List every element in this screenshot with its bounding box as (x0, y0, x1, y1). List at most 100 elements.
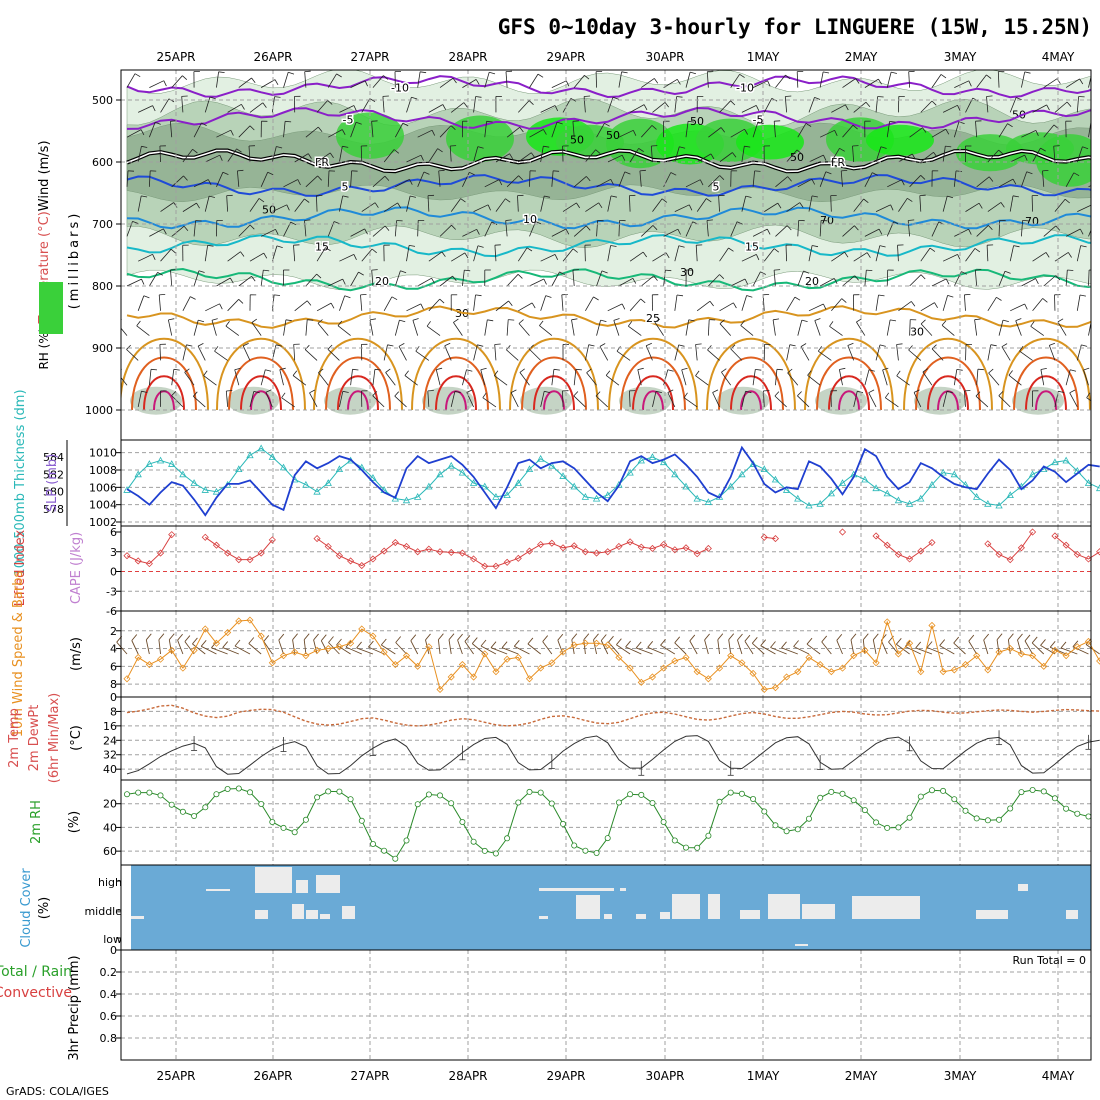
surface-barb-feather (457, 633, 463, 641)
surface-barb-feather (583, 633, 590, 640)
rh2m-point (694, 844, 701, 851)
wind-speed-point (738, 659, 746, 667)
wind-barb-staff (1048, 345, 1056, 361)
isotherm-label: 15 (745, 241, 759, 254)
lifted-index-point (648, 544, 657, 553)
wind-barb-staff (942, 104, 958, 113)
wind-barb-staff (394, 270, 401, 287)
wind-barb-feather (586, 368, 592, 374)
lifted-index-point (257, 549, 265, 557)
bottom-date-label: 29APR (546, 1069, 585, 1083)
wind-barb-feather (136, 320, 141, 327)
wind-barb-feather (249, 125, 255, 131)
bottom-date-label: 26APR (253, 1069, 292, 1083)
wind-barb-feather (333, 221, 340, 225)
wind-barb-feather (508, 319, 515, 321)
rh2m-point (705, 832, 712, 839)
wind-barb-staff (339, 254, 355, 262)
wind-barb-feather (571, 318, 578, 321)
wind-barb-staff (786, 344, 791, 361)
rh2m-point (235, 785, 242, 792)
wind-barb-staff (518, 100, 530, 113)
wind-barb-staff (696, 198, 707, 212)
wind-barb-staff (383, 149, 395, 163)
wind-barb-feather (961, 271, 967, 275)
wind-speed-point (816, 660, 824, 669)
wind-barb-staff (337, 325, 351, 336)
wind-barb-feather (896, 370, 901, 377)
wind-barb-staff (1076, 146, 1083, 163)
wind-barb-feather (141, 278, 145, 285)
wind-barb-feather (785, 74, 791, 80)
wind-barb-staff (730, 221, 738, 237)
thickness-point (592, 494, 601, 502)
slp-tick-label: 1010 (89, 447, 117, 460)
wind-barb-staff (406, 245, 410, 262)
wind-barb-feather (342, 278, 346, 285)
wind-barb-staff (216, 71, 219, 88)
wind-barb-feather (545, 295, 552, 298)
middle-cloud-box (660, 912, 670, 919)
tick-label: 500 (92, 94, 113, 107)
wind-barb-feather (183, 225, 189, 232)
wind-barb-staff (618, 220, 620, 237)
wind-barb-staff (204, 196, 210, 212)
wind-barb-staff (438, 170, 441, 187)
wind-barb-staff (763, 98, 773, 113)
wind-barb-staff (339, 146, 343, 163)
surface-barb-staff (905, 646, 921, 655)
wind-barb-feather (653, 78, 659, 84)
wind-barb-staff (618, 71, 622, 88)
surface-barb-feather (806, 637, 813, 645)
surface-barb-staff (145, 639, 150, 655)
wind-barb-staff (819, 220, 822, 237)
surface-barb-feather (717, 633, 724, 640)
rh2m-point (258, 801, 265, 808)
rh2m-point (716, 798, 723, 805)
thickness-axis-label: 1000-500mb Thickness (dm) (13, 389, 28, 576)
wind-barb-staff (663, 78, 678, 88)
wind-barb-feather (945, 128, 950, 135)
wind-barb-staff (339, 195, 344, 212)
wind-barb-staff (741, 254, 757, 262)
lifted-index-point (380, 547, 388, 555)
wind-barb-feather (968, 229, 972, 235)
wind-barb-feather (920, 319, 926, 325)
surface-barb-staff (636, 647, 653, 655)
wind-barb-staff (583, 96, 586, 113)
wind-barb-staff (170, 121, 173, 138)
wind-barb-staff (237, 170, 240, 187)
wind-barb-feather (318, 368, 324, 373)
wind-barb-feather (170, 248, 176, 254)
thickness-point (1051, 458, 1059, 466)
wind-barb-staff (1021, 278, 1036, 287)
wind-barb-feather (398, 343, 405, 347)
wind-barb-staff (898, 153, 913, 163)
thickness-point (805, 501, 813, 509)
rh2m-point (683, 844, 690, 851)
wind-speed-point (291, 648, 299, 656)
bottom-date-label: 4MAY (1042, 1069, 1075, 1083)
rh2m-point (1040, 788, 1047, 795)
wind-barb-staff (404, 375, 418, 386)
wind-barb-feather (766, 228, 771, 235)
wind-barb-feather (661, 198, 668, 203)
wind-barb-feather (404, 370, 409, 376)
wind-barb-feather (854, 275, 859, 281)
wind-barb-feather (285, 319, 292, 322)
wind-barb-staff (752, 228, 768, 237)
thickness-point (928, 480, 936, 488)
middle-cloud-box (306, 910, 318, 919)
wind-speed-point (1017, 650, 1025, 658)
wind-barb-staff (786, 149, 798, 163)
wind-barb-staff (394, 220, 397, 237)
surface-barb-feather (1072, 640, 1079, 648)
wind-barb-feather (957, 105, 961, 111)
rh2m-point (358, 817, 365, 824)
middle-cloud-box (802, 904, 835, 919)
wind-barb-staff (214, 350, 228, 361)
wind-barb-feather (258, 198, 265, 203)
wind-barb-staff (896, 344, 899, 361)
wind-barb-feather (327, 344, 333, 350)
